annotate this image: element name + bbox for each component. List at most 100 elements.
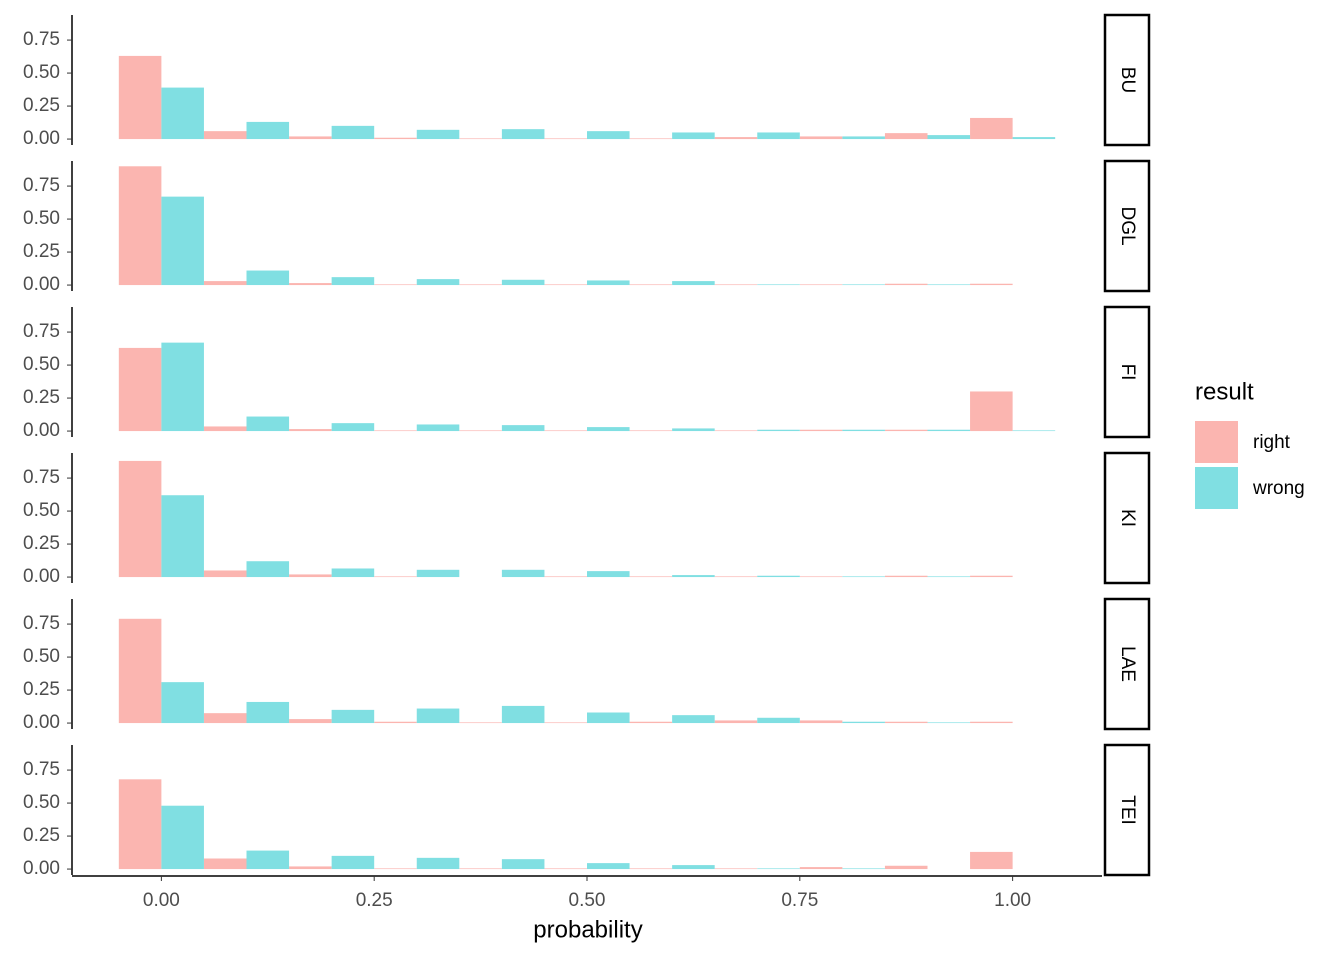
y-tick-label: 0.25 xyxy=(23,825,60,846)
bar xyxy=(501,859,545,870)
bar xyxy=(374,576,417,578)
bar xyxy=(587,280,630,286)
bar xyxy=(799,867,843,870)
facet-strip xyxy=(1103,159,1151,293)
bar xyxy=(757,284,800,286)
bar xyxy=(629,430,673,432)
bar xyxy=(246,850,290,870)
bar xyxy=(289,866,332,870)
bar xyxy=(757,575,800,578)
x-tick-label: 0.25 xyxy=(356,890,393,911)
y-tick-label: 0.50 xyxy=(23,500,60,521)
bar xyxy=(799,429,843,432)
y-tick-label: 0.50 xyxy=(23,646,60,667)
bar xyxy=(501,705,545,724)
bar xyxy=(331,125,375,140)
y-tick-label: 0.00 xyxy=(23,274,60,295)
bar xyxy=(970,721,1013,724)
facet-strip xyxy=(1103,13,1151,147)
bar xyxy=(118,347,162,432)
bar xyxy=(544,576,587,578)
bar xyxy=(629,721,673,724)
bar xyxy=(118,166,162,286)
bar xyxy=(246,270,290,286)
facet-strip xyxy=(1103,597,1151,731)
bar xyxy=(757,429,800,432)
y-tick-label: 0.25 xyxy=(23,95,60,116)
bar xyxy=(203,570,247,578)
bar xyxy=(672,428,715,432)
bar xyxy=(629,576,673,578)
bar xyxy=(203,281,247,286)
bar xyxy=(416,129,460,140)
bar xyxy=(161,495,204,578)
bar xyxy=(757,132,800,140)
y-tick-label: 0.50 xyxy=(23,354,60,375)
bar xyxy=(459,138,502,140)
bar xyxy=(161,196,204,286)
bar xyxy=(544,722,587,724)
bar xyxy=(842,721,885,724)
bar xyxy=(672,715,715,724)
bar xyxy=(970,575,1013,578)
y-tick-label: 0.00 xyxy=(23,420,60,441)
bar xyxy=(842,136,885,140)
bar xyxy=(672,865,715,870)
bar xyxy=(203,426,247,432)
legend-label: right xyxy=(1253,432,1291,453)
bar xyxy=(289,574,332,578)
bar xyxy=(374,284,417,286)
bar xyxy=(587,427,630,432)
y-tick-label: 0.50 xyxy=(23,208,60,229)
bar xyxy=(459,430,502,432)
bar xyxy=(161,87,204,140)
bar xyxy=(246,701,290,724)
facet-label: DGL xyxy=(1117,206,1138,245)
bar xyxy=(331,855,375,870)
y-tick-label: 0.75 xyxy=(23,175,60,196)
y-tick-label: 0.75 xyxy=(23,613,60,634)
y-tick-label: 0.00 xyxy=(23,712,60,733)
bar xyxy=(970,391,1013,432)
bar xyxy=(757,868,800,870)
bar xyxy=(757,717,800,724)
x-tick-label: 1.00 xyxy=(994,890,1031,911)
y-tick-label: 0.00 xyxy=(23,566,60,587)
bar xyxy=(118,779,162,870)
bar xyxy=(629,868,673,870)
bar xyxy=(544,138,587,140)
bar xyxy=(501,279,545,286)
bar xyxy=(203,131,247,140)
bar xyxy=(161,342,204,432)
y-tick-label: 0.25 xyxy=(23,387,60,408)
legend-label: wrong xyxy=(1252,478,1305,499)
bar xyxy=(927,576,971,578)
legend-key xyxy=(1195,421,1238,463)
bar xyxy=(714,576,758,578)
bar xyxy=(203,858,247,870)
bar xyxy=(884,865,928,870)
bar xyxy=(884,575,928,578)
x-tick-label: 0.00 xyxy=(143,890,180,911)
facet-strip xyxy=(1103,743,1151,877)
bar xyxy=(246,121,290,140)
bar xyxy=(714,430,758,432)
y-tick-label: 0.75 xyxy=(23,29,60,50)
bar xyxy=(459,868,502,870)
bar xyxy=(970,283,1013,286)
bar xyxy=(629,138,673,140)
bar xyxy=(927,135,971,140)
legend-title: result xyxy=(1195,378,1254,405)
bar xyxy=(374,721,417,724)
bar xyxy=(970,117,1013,140)
bar xyxy=(799,284,843,286)
facet-label: FI xyxy=(1117,364,1138,381)
bar xyxy=(927,722,971,724)
bar xyxy=(884,429,928,432)
y-tick-label: 0.25 xyxy=(23,241,60,262)
bar xyxy=(884,283,928,286)
bar xyxy=(927,284,971,286)
x-axis-title: probability xyxy=(533,916,642,943)
bar xyxy=(289,429,332,432)
